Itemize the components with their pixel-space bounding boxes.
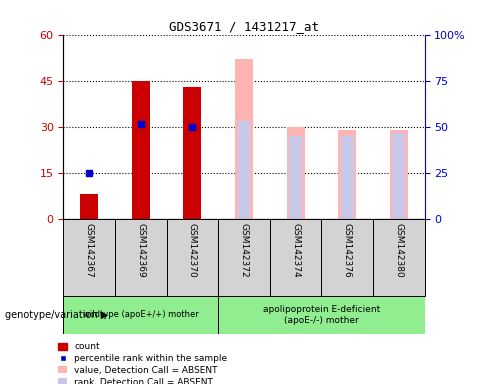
Bar: [341, 136, 354, 219]
Text: GSM142376: GSM142376: [343, 223, 352, 278]
Title: GDS3671 / 1431217_at: GDS3671 / 1431217_at: [169, 20, 319, 33]
Bar: [132, 81, 150, 219]
Bar: [390, 130, 408, 219]
Bar: [235, 59, 253, 219]
Legend: count, percentile rank within the sample, value, Detection Call = ABSENT, rank, : count, percentile rank within the sample…: [58, 343, 227, 384]
Bar: [270, 219, 322, 296]
Bar: [63, 219, 115, 296]
Text: GSM142372: GSM142372: [240, 223, 248, 277]
Text: apolipoprotein E-deficient
(apoE-/-) mother: apolipoprotein E-deficient (apoE-/-) mot…: [263, 305, 380, 324]
Text: wildtype (apoE+/+) mother: wildtype (apoE+/+) mother: [83, 310, 199, 319]
Bar: [322, 219, 373, 296]
Bar: [338, 130, 356, 219]
Bar: [373, 219, 425, 296]
Bar: [115, 219, 166, 296]
Text: GSM142374: GSM142374: [291, 223, 300, 277]
Text: GSM142380: GSM142380: [394, 223, 403, 278]
Bar: [63, 296, 218, 334]
Text: GSM142370: GSM142370: [188, 223, 197, 278]
Text: genotype/variation ▶: genotype/variation ▶: [5, 310, 108, 320]
Text: GSM142369: GSM142369: [136, 223, 145, 278]
Bar: [286, 127, 305, 219]
Bar: [80, 194, 98, 219]
Bar: [166, 219, 218, 296]
Bar: [238, 121, 250, 219]
Text: GSM142367: GSM142367: [85, 223, 94, 278]
Bar: [183, 87, 202, 219]
Bar: [289, 136, 302, 219]
Bar: [392, 133, 405, 219]
Bar: [218, 296, 425, 334]
Bar: [218, 219, 270, 296]
